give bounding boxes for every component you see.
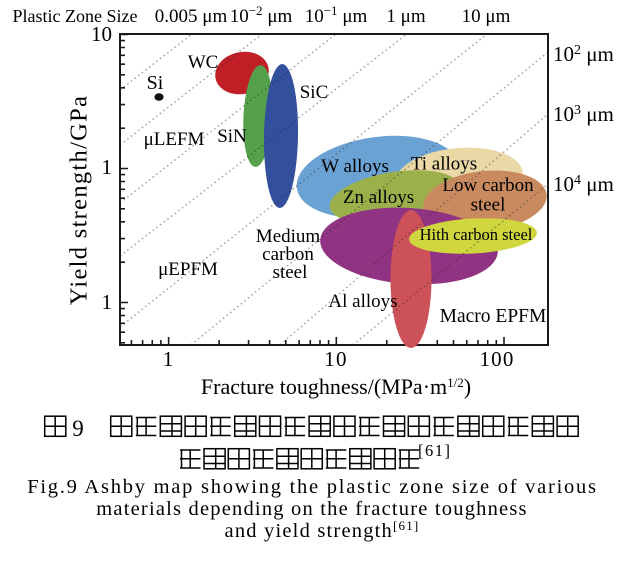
svg-text:Al alloys: Al alloys	[328, 291, 397, 312]
svg-text:carbon: carbon	[262, 244, 314, 265]
svg-text:104 μm: 104 μm	[553, 172, 614, 196]
svg-text:1: 1	[102, 290, 113, 314]
svg-text:103 μm: 103 μm	[553, 102, 614, 126]
svg-text:steel: steel	[471, 195, 506, 216]
svg-text:1 μm: 1 μm	[386, 6, 425, 27]
svg-text:9: 9	[72, 416, 84, 441]
svg-text:Ti alloys: Ti alloys	[411, 154, 477, 175]
svg-text:SiN: SiN	[217, 126, 247, 147]
svg-text:SiC: SiC	[300, 82, 329, 103]
svg-text:μEPFM: μEPFM	[158, 259, 218, 280]
svg-text:100: 100	[479, 347, 514, 371]
svg-text:10: 10	[324, 347, 347, 371]
svg-text:Zn alloys: Zn alloys	[343, 187, 414, 208]
svg-text:0.005 μm: 0.005 μm	[155, 6, 228, 27]
svg-text:Macro EPFM: Macro EPFM	[440, 306, 547, 327]
svg-text:1: 1	[102, 155, 113, 179]
svg-text:WC: WC	[188, 52, 219, 73]
svg-text:Plastic Zone Size: Plastic Zone Size	[13, 6, 138, 26]
svg-text:102 μm: 102 μm	[553, 42, 614, 66]
svg-text:μLEFM: μLEFM	[144, 129, 205, 150]
svg-text:10: 10	[91, 22, 112, 46]
svg-text:materials depending on the fra: materials depending on the fracture toug…	[96, 498, 527, 520]
svg-text:Low carbon: Low carbon	[442, 175, 534, 196]
svg-text:Fig.9 Ashby map showing the pl: Fig.9 Ashby map showing the plastic zone…	[27, 476, 598, 498]
svg-text:steel: steel	[273, 262, 308, 283]
svg-text:Fracture toughness/(MPa·m1/2): Fracture toughness/(MPa·m1/2)	[201, 374, 471, 399]
svg-text:Medium: Medium	[256, 226, 321, 247]
svg-text:Hith carbon steel: Hith carbon steel	[420, 225, 533, 244]
svg-text:and yield strength[61]: and yield strength[61]	[225, 518, 420, 543]
svg-text:10 μm: 10 μm	[462, 6, 511, 27]
svg-text:1: 1	[163, 347, 174, 371]
svg-text:Yield strength/GPa: Yield strength/GPa	[66, 95, 93, 306]
svg-text:W alloys: W alloys	[321, 156, 389, 177]
svg-text:[61]: [61]	[418, 441, 452, 460]
svg-text:Si: Si	[147, 72, 164, 94]
